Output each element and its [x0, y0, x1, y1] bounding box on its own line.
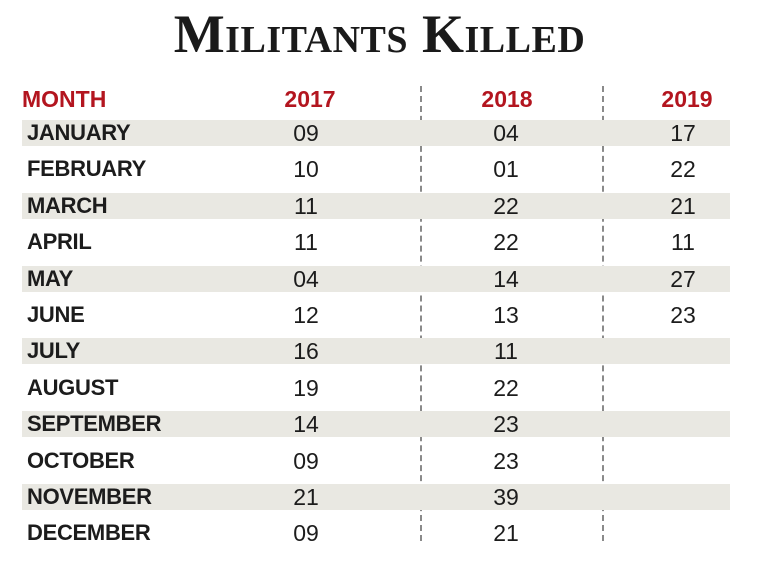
header-2019: 2019	[661, 86, 713, 112]
month-label: FEBRUARY	[27, 156, 147, 182]
month-label: JUNE	[27, 302, 85, 327]
row-stripe	[22, 120, 730, 146]
value-cell-2017: 14	[293, 411, 319, 438]
month-label: MAY	[27, 265, 73, 291]
value-cell-2019	[643, 479, 723, 515]
row-stripe	[22, 411, 730, 438]
month-label: JANUARY	[27, 120, 131, 145]
value-cell-2018: 11	[494, 338, 518, 365]
value-cell-2017: 04	[293, 265, 319, 292]
month-label: MARCH	[27, 192, 108, 218]
row-stripe	[22, 265, 730, 292]
column-divider	[602, 86, 604, 541]
value-cell-2019: 22	[670, 156, 696, 183]
header-2017: 2017	[284, 86, 336, 112]
value-cell-2017: 11	[294, 229, 318, 256]
value-cell-2018: 23	[493, 411, 519, 438]
value-cell-2017: 12	[293, 302, 319, 328]
column-divider	[420, 86, 422, 541]
value-cell-2017: 11	[294, 192, 318, 219]
value-cell-2017: 16	[293, 338, 319, 365]
value-cell-2019	[643, 406, 723, 442]
value-cell-2019	[643, 370, 723, 406]
value-cell-2018: 22	[493, 374, 519, 401]
month-label: DECEMBER	[27, 520, 151, 546]
value-cell-2019: 27	[670, 265, 696, 292]
value-cell-2018: 22	[493, 229, 519, 256]
value-cell-2018: 13	[493, 302, 519, 328]
value-cell-2019: 23	[670, 302, 696, 328]
value-cell-2018: 21	[493, 520, 519, 547]
value-cell-2019	[643, 515, 723, 551]
month-label: SEPTEMBER	[27, 411, 162, 437]
value-cell-2018: 39	[493, 484, 519, 510]
value-cell-2019	[643, 333, 723, 369]
value-cell-2018: 04	[493, 120, 519, 146]
value-cell-2017: 10	[293, 156, 319, 183]
value-cell-2018: 01	[493, 156, 519, 183]
value-cell-2017: 09	[293, 447, 319, 474]
row-stripe	[22, 192, 730, 219]
value-cell-2017: 21	[293, 484, 319, 510]
value-cell-2019: 11	[671, 229, 695, 256]
month-label: JULY	[27, 338, 81, 364]
value-cell-2018: 22	[493, 192, 519, 219]
header-2018: 2018	[481, 86, 533, 112]
value-cell-2018: 14	[493, 265, 519, 292]
header-month: MONTH	[22, 86, 107, 112]
value-cell-2019: 17	[670, 120, 696, 146]
month-label: AUGUST	[27, 374, 119, 400]
row-stripe	[22, 338, 730, 365]
value-cell-2018: 23	[493, 447, 519, 474]
value-cell-2017: 09	[293, 120, 319, 146]
value-cell-2017: 19	[293, 374, 319, 401]
month-label: NOVEMBER	[27, 484, 152, 509]
chart-title: Militants Killed	[173, 4, 586, 64]
value-cell-2019	[643, 443, 723, 479]
value-cell-2017: 09	[293, 520, 319, 547]
month-label: OCTOBER	[27, 447, 135, 473]
value-cell-2019: 21	[670, 192, 696, 219]
row-stripe	[22, 484, 730, 510]
month-label: APRIL	[27, 229, 92, 255]
